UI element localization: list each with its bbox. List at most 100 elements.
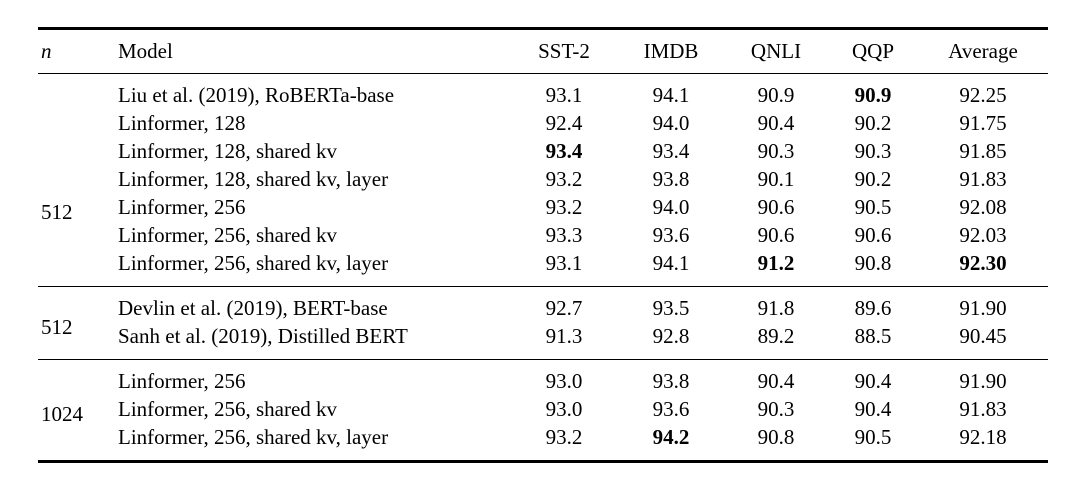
score-cell: 93.0 (545, 397, 583, 421)
score-cell: 93.4 (652, 139, 690, 163)
table-row: Linformer, 256 93.2 94.0 90.6 90.5 92.08 (38, 193, 1048, 221)
table-group: 512 Devlin et al. (2019), BERT-base 92.7 93… (38, 287, 1048, 360)
score-cell: 90.3 (757, 139, 795, 163)
score-cell: 92.18 (959, 425, 1007, 449)
score-cell: 90.5 (854, 195, 892, 219)
score-cell: 93.6 (652, 397, 690, 421)
score-cell: 91.83 (959, 167, 1007, 191)
score-cell: 90.5 (854, 425, 892, 449)
score-cell: 92.08 (959, 195, 1007, 219)
score-cell: 90.9 (757, 83, 795, 107)
score-cell: 93.3 (545, 223, 583, 247)
column-header-qnli: QNLI (750, 39, 802, 63)
score-cell: 92.03 (959, 223, 1007, 247)
score-cell: 91.90 (959, 369, 1007, 393)
score-cell: 91.83 (959, 397, 1007, 421)
score-cell: 92.25 (959, 83, 1007, 107)
sequence-length-cell: 512 (41, 314, 73, 339)
score-cell: 93.2 (545, 425, 583, 449)
score-cell: 93.0 (545, 369, 583, 393)
table-row: Linformer, 256, shared kv 93.0 93.6 90.3 90.… (38, 395, 1048, 423)
table-row: Sanh et al. (2019), Distilled BERT 91.3 92… (38, 322, 1048, 360)
score-cell: 92.8 (652, 324, 690, 348)
score-cell: 93.8 (652, 369, 690, 393)
score-cell: 90.3 (854, 139, 892, 163)
score-cell: 90.45 (959, 324, 1007, 348)
header-row: n Model SST-2 IMDB QNLI QQP Average (38, 29, 1048, 74)
score-cell: 93.1 (545, 251, 583, 275)
score-cell: 90.4 (757, 111, 795, 135)
table-row: Linformer, 256, shared kv, layer 93.2 94.2… (38, 423, 1048, 462)
score-cell: 93.2 (545, 167, 583, 191)
score-cell: 93.2 (545, 195, 583, 219)
score-cell: 94.0 (652, 111, 690, 135)
column-header-average: Average (948, 39, 1018, 63)
score-cell: 90.6 (854, 223, 892, 247)
score-cell: 93.6 (652, 223, 690, 247)
model-name-cell: Linformer, 256 (118, 195, 246, 219)
table-group: 1024 Linformer, 256 93.0 93.8 90.4 90.4 91.90 L… (38, 360, 1048, 462)
paper-table-container: n Model SST-2 IMDB QNLI QQP Average 512 L… (38, 27, 1048, 463)
model-name-cell: Sanh et al. (2019), Distilled BERT (118, 324, 408, 348)
score-cell: 91.90 (959, 296, 1007, 320)
model-name-cell: Linformer, 128 (118, 111, 246, 135)
model-name-cell: Linformer, 256, shared kv (118, 397, 338, 421)
model-name-cell: Linformer, 256, shared kv (118, 223, 338, 247)
table-row: 1024 Linformer, 256 93.0 93.8 90.4 90.4 91.90 (38, 360, 1048, 426)
score-cell: 90.9 (854, 83, 892, 107)
model-name-cell: Linformer, 256 (118, 369, 246, 393)
score-cell: 91.85 (959, 139, 1007, 163)
table-row: Linformer, 128, shared kv, layer 93.2 93.8… (38, 165, 1048, 193)
column-header-model: Model (118, 39, 173, 63)
sequence-length-cell: 512 (41, 199, 73, 224)
score-cell: 90.3 (757, 397, 795, 421)
table-group: 512 Liu et al. (2019), RoBERTa-base 93.1 94… (38, 74, 1048, 287)
column-header-sst2: SST-2 (538, 39, 590, 63)
score-cell: 93.1 (545, 83, 583, 107)
model-name-cell: Linformer, 128, shared kv (118, 139, 338, 163)
score-cell: 90.8 (854, 251, 892, 275)
score-cell: 94.1 (652, 251, 690, 275)
sequence-length-cell: 1024 (41, 401, 83, 426)
score-cell: 91.8 (757, 296, 795, 320)
score-cell: 90.4 (757, 369, 795, 393)
score-cell: 88.5 (854, 324, 892, 348)
column-header-qqp: QQP (851, 39, 894, 63)
score-cell: 94.1 (652, 83, 690, 107)
score-cell: 90.8 (757, 425, 795, 449)
score-cell: 90.1 (757, 167, 795, 191)
table-row: 512 Devlin et al. (2019), BERT-base 92.7 93… (38, 287, 1048, 339)
score-cell: 92.7 (545, 296, 583, 320)
score-cell: 93.4 (545, 139, 583, 163)
model-name-cell: Linformer, 256, shared kv, layer (118, 251, 389, 275)
table-row: Linformer, 128, shared kv 93.4 93.4 90.3 90.… (38, 137, 1048, 165)
table-row: Linformer, 256, shared kv 93.3 93.6 90.6 90.… (38, 221, 1048, 249)
column-header-imdb: IMDB (643, 39, 699, 63)
model-name-cell: Linformer, 256, shared kv, layer (118, 425, 389, 449)
score-cell: 90.6 (757, 195, 795, 219)
score-cell: 94.0 (652, 195, 690, 219)
table-header: n Model SST-2 IMDB QNLI QQP Average (38, 28, 1048, 74)
score-cell: 89.2 (757, 324, 795, 348)
score-cell: 92.4 (545, 111, 583, 135)
model-name-cell: Devlin et al. (2019), BERT-base (118, 296, 388, 320)
model-name-cell: Linformer, 128, shared kv, layer (118, 167, 389, 191)
results-table: n Model SST-2 IMDB QNLI QQP Average 512 L… (38, 27, 1048, 463)
score-cell: 94.2 (652, 425, 690, 449)
score-cell: 90.4 (854, 369, 892, 393)
score-cell: 90.6 (757, 223, 795, 247)
table-row: Linformer, 256, shared kv, layer 93.1 94.1… (38, 249, 1048, 287)
score-cell: 90.2 (854, 167, 892, 191)
score-cell: 89.6 (854, 296, 892, 320)
table-row: 512 Liu et al. (2019), RoBERTa-base 93.1 94… (38, 74, 1048, 224)
table-row: Linformer, 128 92.4 94.0 90.4 90.2 91.75 (38, 109, 1048, 137)
score-cell: 93.8 (652, 167, 690, 191)
score-cell: 91.75 (959, 111, 1007, 135)
score-cell: 93.5 (652, 296, 690, 320)
score-cell: 91.3 (545, 324, 583, 348)
score-cell: 90.4 (854, 397, 892, 421)
score-cell: 92.30 (959, 251, 1007, 275)
model-name-cell: Liu et al. (2019), RoBERTa-base (118, 83, 395, 107)
score-cell: 90.2 (854, 111, 892, 135)
column-header-n: n (41, 39, 52, 63)
